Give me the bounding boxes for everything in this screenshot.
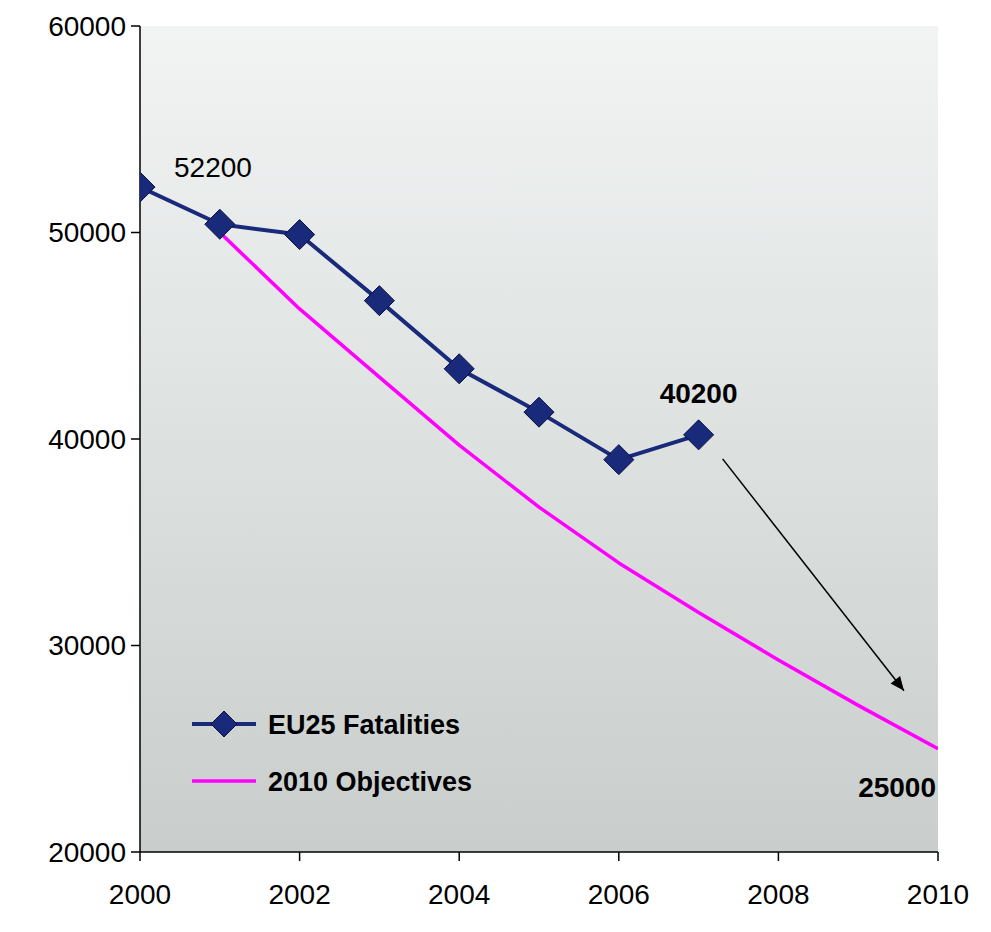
marker	[285, 220, 315, 250]
series-line	[140, 187, 699, 460]
annotation: 25000	[858, 772, 936, 803]
y-tick-label: 50000	[48, 217, 126, 248]
y-tick-label: 40000	[48, 424, 126, 455]
legend-swatch	[192, 779, 256, 783]
x-tick-label: 2006	[588, 879, 650, 910]
series-line	[220, 233, 938, 749]
x-tick	[778, 852, 780, 861]
plot-data	[140, 172, 938, 749]
x-tick-label: 2002	[268, 879, 330, 910]
x-tick	[139, 852, 141, 861]
legend-marker	[211, 711, 237, 737]
y-tick	[131, 851, 140, 853]
marker	[604, 445, 634, 475]
marker	[205, 209, 235, 239]
y-tick	[131, 645, 140, 647]
x-tick	[618, 852, 620, 861]
x-tick-label: 2000	[109, 879, 171, 910]
annotation: 40200	[660, 378, 738, 409]
y-tick-label: 20000	[48, 837, 126, 868]
marker	[684, 420, 714, 450]
x-tick-label: 2008	[747, 879, 809, 910]
y-tick	[131, 232, 140, 234]
marker	[140, 172, 155, 202]
x-tick-label: 2004	[428, 879, 490, 910]
marker	[524, 397, 554, 427]
y-tick	[131, 25, 140, 27]
marker	[364, 286, 394, 316]
annotation: 52200	[174, 152, 252, 183]
x-tick	[458, 852, 460, 861]
chart: 20000 30000 40000 50000 60000 2000 2002 2004 200…	[0, 0, 991, 932]
x-axis	[140, 851, 938, 853]
y-tick-label: 60000	[48, 11, 126, 42]
legend-label: 2010 Objectives	[268, 767, 472, 797]
arrow-line	[723, 459, 904, 691]
x-tick	[937, 852, 939, 861]
marker	[444, 354, 474, 384]
plot-background	[140, 26, 938, 852]
x-tick	[299, 852, 301, 861]
y-tick-label: 30000	[48, 630, 126, 661]
x-tick-label: 2010	[907, 879, 969, 910]
y-tick	[131, 438, 140, 440]
legend-label: EU25 Fatalities	[268, 710, 460, 740]
arrow-head	[891, 676, 904, 691]
